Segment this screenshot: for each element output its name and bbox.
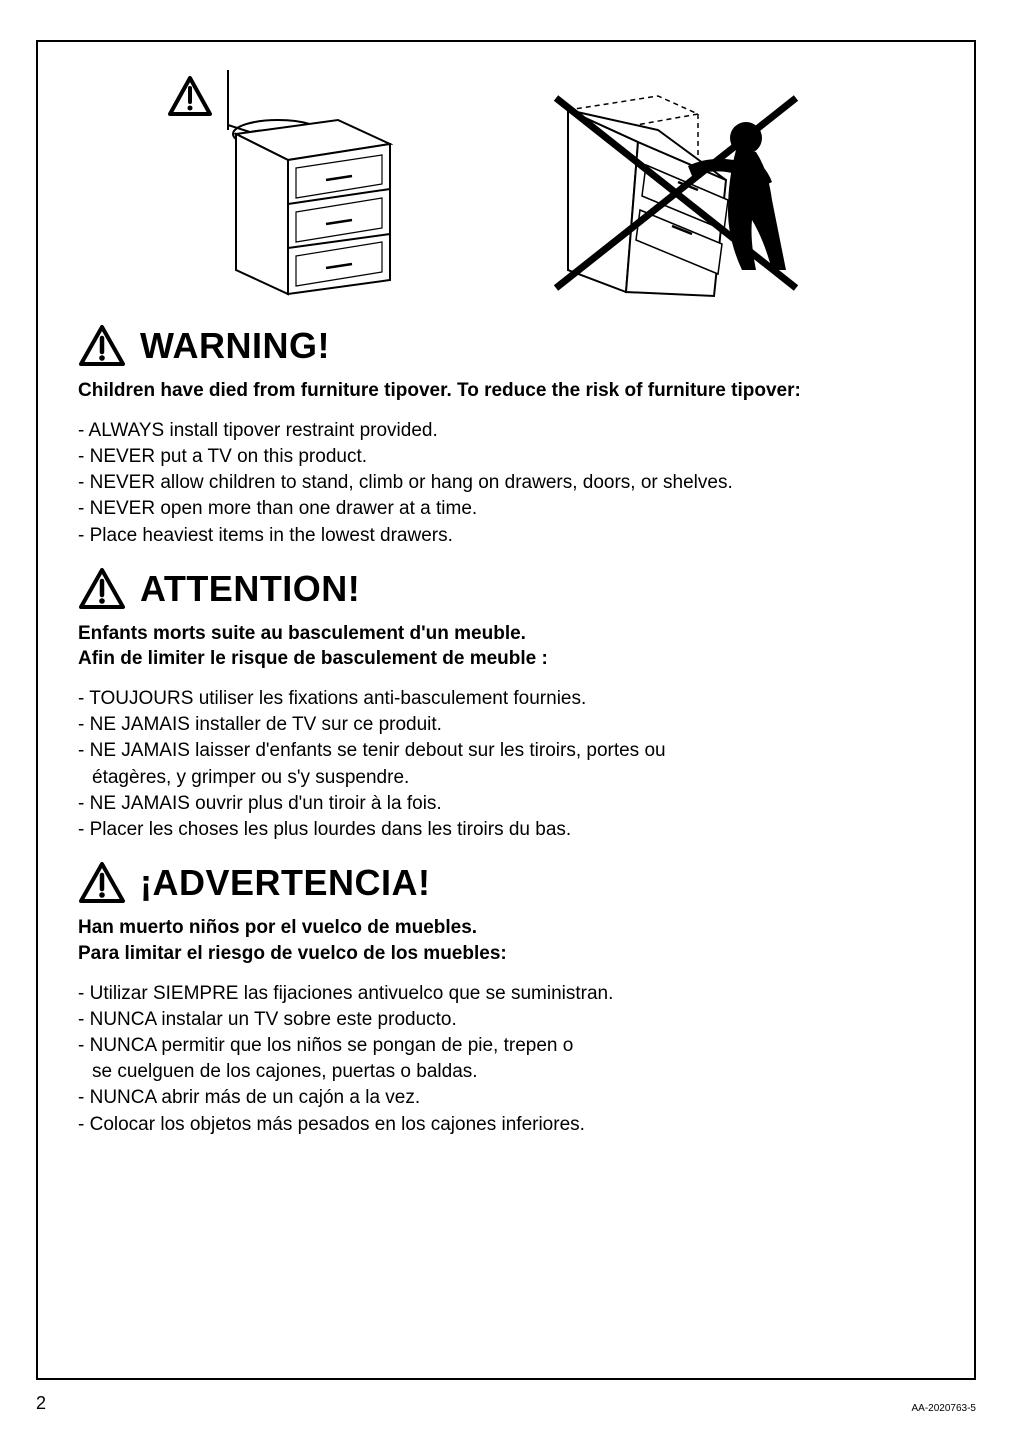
list-item: - NEVER open more than one drawer at a t…: [78, 496, 934, 522]
list-item: - ALWAYS install tipover restraint provi…: [78, 418, 934, 444]
warning-triangle-icon: [78, 324, 126, 368]
page: WARNING! Children have died from furnitu…: [0, 0, 1012, 1432]
illustration-row: [158, 70, 934, 300]
list-item: - NUNCA instalar un TV sobre este produc…: [78, 1007, 934, 1033]
list-item: - Place heaviest items in the lowest dra…: [78, 523, 934, 549]
page-number: 2: [36, 1393, 46, 1414]
list-item: - NUNCA permitir que los niños se pongan…: [78, 1033, 934, 1059]
page-footer: 2 AA-2020763-5: [36, 1393, 976, 1414]
advertencia-heading-row: ¡ADVERTENCIA!: [78, 861, 934, 905]
warning-triangle-icon: [78, 861, 126, 905]
list-item: - NE JAMAIS installer de TV sur ce produ…: [78, 712, 934, 738]
list-item: - Placer les choses les plus lourdes dan…: [78, 817, 934, 843]
content-frame: WARNING! Children have died from furnitu…: [36, 40, 976, 1380]
warning-list: - ALWAYS install tipover restraint provi…: [78, 418, 934, 549]
document-id: AA-2020763-5: [912, 1403, 977, 1414]
attention-heading: ATTENTION!: [140, 568, 360, 610]
attention-list: - TOUJOURS utiliser les fixations anti-b…: [78, 686, 934, 843]
attention-heading-row: ATTENTION!: [78, 567, 934, 611]
warning-subhead: Children have died from furniture tipove…: [78, 378, 934, 404]
warning-heading-row: WARNING!: [78, 324, 934, 368]
warning-triangle-icon: [78, 567, 126, 611]
list-item: - NUNCA abrir más de un cajón a la vez.: [78, 1085, 934, 1111]
illustration-tipping-dresser: [528, 70, 808, 300]
attention-subhead: Enfants morts suite au basculement d'un …: [78, 621, 934, 672]
list-item: - NE JAMAIS laisser d'enfants se tenir d…: [78, 738, 934, 764]
advertencia-list: - Utilizar SIEMPRE las fijaciones antivu…: [78, 981, 934, 1138]
illustration-anchored-dresser: [158, 70, 408, 300]
list-item: - NEVER allow children to stand, climb o…: [78, 470, 934, 496]
advertencia-heading: ¡ADVERTENCIA!: [140, 862, 431, 904]
list-item: - TOUJOURS utiliser les fixations anti-b…: [78, 686, 934, 712]
advertencia-subhead: Han muerto niños por el vuelco de mueble…: [78, 915, 934, 966]
list-item: se cuelguen de los cajones, puertas o ba…: [78, 1059, 934, 1085]
list-item: - NEVER put a TV on this product.: [78, 444, 934, 470]
list-item: - NE JAMAIS ouvrir plus d'un tiroir à la…: [78, 791, 934, 817]
list-item: - Colocar los objetos más pesados en los…: [78, 1112, 934, 1138]
list-item: - Utilizar SIEMPRE las fijaciones antivu…: [78, 981, 934, 1007]
warning-heading: WARNING!: [140, 325, 330, 367]
list-item: étagères, y grimper ou s'y suspendre.: [78, 765, 934, 791]
